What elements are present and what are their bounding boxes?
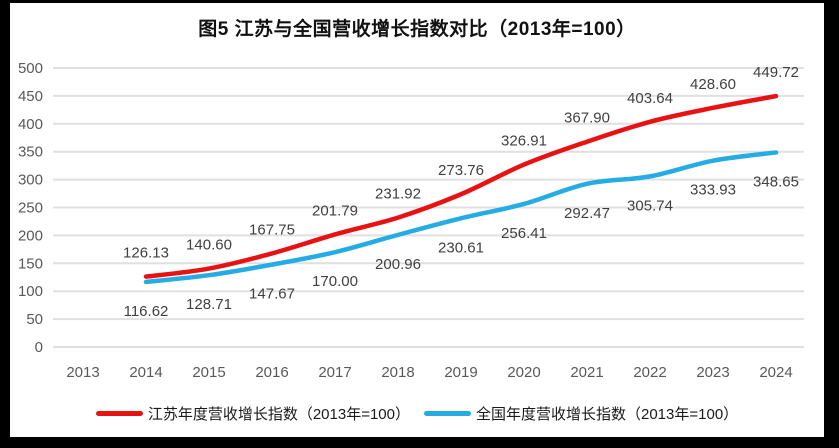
data-label: 348.65 [753, 173, 799, 190]
y-tick-label: 200 [18, 227, 43, 244]
x-tick-label: 2020 [507, 364, 540, 381]
data-label: 116.62 [124, 303, 169, 320]
chart-title: 图5 江苏与全国营收增长指数对比（2013年=100） [198, 19, 636, 40]
x-tick-label: 2024 [759, 364, 792, 381]
x-tick-label: 2016 [255, 364, 288, 381]
data-label: 256.41 [501, 225, 547, 242]
legend-swatch-national-line-icon [424, 411, 471, 416]
y-tick-label: 400 [18, 116, 43, 133]
data-label: 128.71 [186, 296, 232, 313]
x-tick-label: 2015 [192, 364, 225, 381]
x-tick-label: 2019 [444, 364, 477, 381]
data-label: 333.93 [690, 182, 736, 199]
legend: 江苏年度营收增长指数（2013年=100） 全国年度营收增长指数（2013年=1… [10, 403, 824, 424]
line-chart-svg: 0 50 100 150 200 250 300 350 400 450 500 2013 2014 20… [18, 60, 804, 381]
data-label: 292.47 [564, 205, 610, 222]
data-label: 326.91 [501, 133, 547, 150]
data-label: 147.67 [249, 286, 295, 303]
data-label: 273.76 [438, 162, 484, 179]
data-label: 140.60 [186, 237, 232, 254]
data-label: 230.61 [438, 239, 484, 256]
y-tick-label: 100 [18, 283, 43, 300]
data-label: 167.75 [249, 221, 295, 238]
y-tick-label: 350 [18, 144, 43, 161]
legend-item-jiangsu: 江苏年度营收增长指数（2013年=100） [95, 403, 410, 424]
x-tick-label: 2021 [570, 364, 603, 381]
y-tick-label: 500 [18, 60, 43, 77]
chart-area: 图5 江苏与全国营收增长指数对比（2013年=100） 0 50 100 150 200… [10, 3, 824, 437]
y-tick-label: 50 [26, 311, 43, 328]
x-tick-label: 2018 [381, 364, 414, 381]
y-tick-label: 450 [18, 88, 43, 105]
legend-label-national: 全国年度营收增长指数（2013年=100） [476, 406, 739, 423]
x-tick-label: 2023 [696, 364, 729, 381]
data-label: 231.92 [375, 186, 421, 203]
data-label: 367.90 [564, 110, 610, 127]
series-line-0 [143, 93, 779, 279]
legend-swatch-jiangsu-line-icon [95, 411, 143, 416]
series-line-1 [143, 150, 779, 285]
legend-label-jiangsu: 江苏年度营收增长指数（2013年=100） [147, 406, 410, 423]
data-label: 201.79 [312, 202, 358, 219]
data-label: 428.60 [690, 76, 736, 93]
data-label: 200.96 [375, 256, 421, 273]
y-tick-label: 300 [18, 172, 43, 189]
legend-item-national: 全国年度营收增长指数（2013年=100） [424, 403, 738, 424]
data-label: 403.64 [627, 90, 673, 107]
data-label: 449.72 [753, 64, 799, 81]
x-tick-label: 2022 [633, 364, 666, 381]
data-label: 126.13 [123, 245, 169, 262]
data-label: 170.00 [312, 273, 358, 290]
data-label: 305.74 [627, 197, 673, 214]
y-tick-label: 0 [35, 339, 43, 356]
y-tick-label: 150 [18, 255, 43, 272]
y-tick-label: 250 [18, 200, 43, 217]
x-tick-label: 2013 [66, 364, 99, 381]
x-tick-label: 2017 [318, 364, 351, 381]
x-tick-label: 2014 [129, 364, 162, 381]
